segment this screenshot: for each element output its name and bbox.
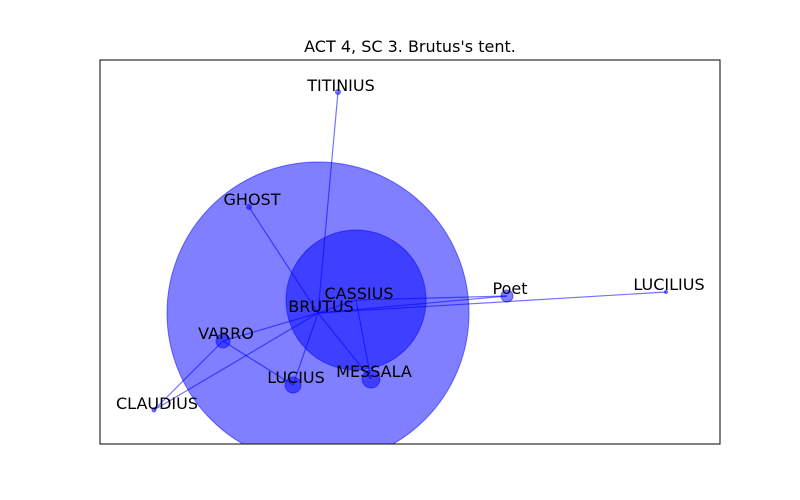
node-label-messala: MESSALA (336, 362, 412, 381)
node-claudius (151, 407, 157, 413)
node-label-ghost: GHOST (224, 190, 281, 209)
node-label-claudius: CLAUDIUS (116, 394, 198, 413)
node-messala (361, 369, 381, 389)
node-label-lucilius: LUCILIUS (633, 275, 704, 294)
node-label-titinius: TITINIUS (306, 76, 375, 95)
node-label-varro: VARRO (198, 324, 254, 343)
node-ghost (246, 204, 252, 210)
node-cassius (285, 229, 427, 371)
nodes-layer (151, 89, 668, 444)
node-titinius (335, 89, 341, 95)
node-label-cassius: CASSIUS (324, 284, 393, 303)
chart-title: ACT 4, SC 3. Brutus's tent. (304, 37, 516, 56)
node-poet (500, 289, 514, 303)
node-lucilius (664, 290, 668, 294)
node-lucius (284, 376, 302, 394)
node-label-brutus: BRUTUS (288, 297, 353, 316)
node-label-lucius: LUCIUS (267, 368, 325, 387)
node-varro (215, 333, 231, 349)
plot-frame (99, 59, 721, 445)
node-label-poet: Poet (493, 279, 528, 298)
